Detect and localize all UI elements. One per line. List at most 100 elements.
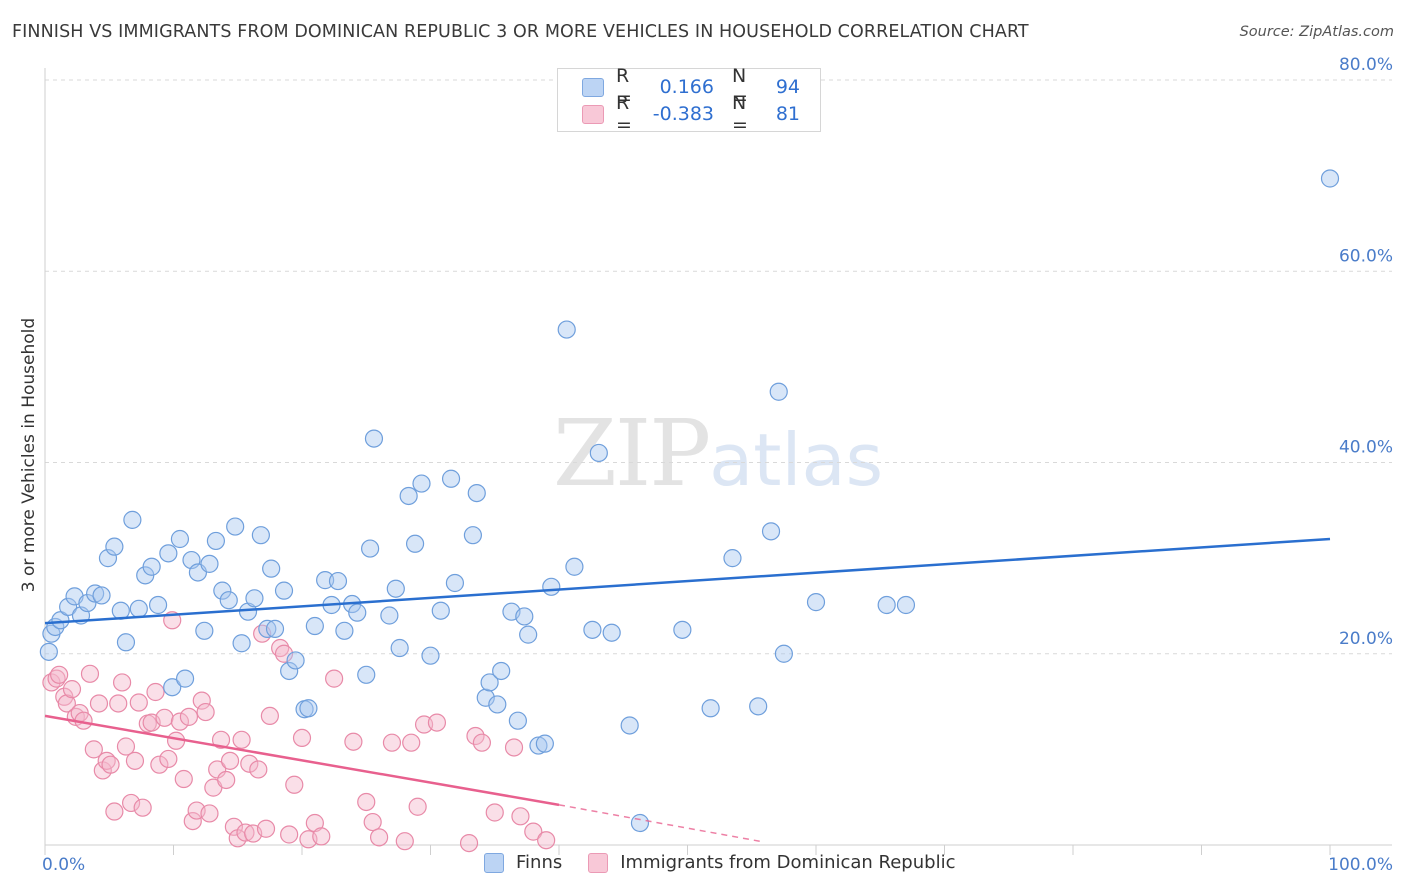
- data-point-dominican: [395, 832, 414, 851]
- data-point-finns: [262, 559, 281, 578]
- data-point-finns: [529, 736, 548, 755]
- data-point-finns: [412, 474, 431, 493]
- data-point-finns: [701, 699, 720, 718]
- legend-swatch-finns: [582, 77, 604, 97]
- data-point-dominican: [280, 825, 299, 844]
- data-point-finns: [492, 661, 511, 681]
- data-point-finns: [163, 678, 182, 697]
- data-point-finns: [213, 581, 232, 600]
- legend-item-dominican[interactable]: Immigrants from Dominican Republic: [588, 852, 955, 873]
- data-point-finns: [508, 711, 527, 730]
- data-point-dominican: [133, 798, 152, 817]
- data-point-dominican: [224, 817, 243, 836]
- data-point-dominican: [170, 712, 190, 731]
- data-point-finns: [589, 443, 608, 463]
- data-point-finns: [245, 589, 264, 608]
- data-point-dominican: [159, 749, 178, 769]
- data-point-finns: [265, 619, 285, 638]
- data-point-finns: [542, 577, 561, 596]
- data-point-dominican: [232, 730, 251, 749]
- legend-item-finns[interactable]: Finns: [484, 852, 562, 873]
- data-point-finns: [602, 623, 621, 642]
- data-point-finns: [877, 595, 896, 615]
- data-point-dominican: [208, 760, 227, 779]
- y-axis-label: 3 or more Vehicles in Household: [19, 318, 39, 592]
- data-point-finns: [361, 539, 380, 558]
- data-point-dominican: [459, 833, 479, 853]
- data-point-dominican: [325, 669, 344, 688]
- data-point-dominican: [146, 682, 165, 702]
- data-point-finns: [390, 638, 409, 658]
- data-point-finns: [123, 510, 142, 529]
- data-point-dominican: [155, 708, 174, 727]
- data-point-dominican: [109, 694, 128, 713]
- data-point-finns: [421, 646, 440, 665]
- data-point-finns: [159, 544, 178, 563]
- source-label: Source: ZipAtlas.com: [1239, 24, 1394, 40]
- legend-r-label: R =: [616, 65, 632, 109]
- data-point-finns: [445, 573, 465, 593]
- data-point-finns: [105, 537, 124, 556]
- data-point-dominican: [183, 811, 202, 831]
- data-point-finns: [380, 606, 399, 625]
- data-point-dominican: [240, 754, 259, 773]
- data-point-dominican: [62, 680, 82, 699]
- data-point-finns: [357, 665, 376, 684]
- data-point-finns: [1320, 169, 1340, 188]
- data-point-finns: [39, 642, 58, 661]
- data-point-dominican: [292, 728, 312, 748]
- data-point-finns: [463, 526, 483, 545]
- data-point-finns: [274, 581, 294, 600]
- data-point-finns: [195, 621, 214, 640]
- data-point-dominican: [101, 755, 120, 774]
- data-point-dominican: [285, 775, 304, 794]
- data-point-finns: [896, 595, 916, 615]
- legend-swatch-finns: [484, 852, 504, 873]
- data-point-dominican: [80, 664, 100, 683]
- data-point-dominican: [427, 713, 447, 732]
- data-point-dominican: [357, 792, 376, 812]
- data-point-dominican: [112, 673, 132, 692]
- data-point-finns: [316, 571, 335, 590]
- legend-row-dominican: R = -0.383 N = 81: [582, 92, 800, 136]
- data-point-finns: [78, 593, 97, 613]
- legend-r-value: 0.166: [659, 76, 714, 98]
- data-point-finns: [630, 813, 650, 833]
- data-point-dominican: [121, 793, 141, 813]
- data-point-finns: [328, 571, 348, 591]
- data-point-finns: [348, 603, 367, 622]
- data-point-dominican: [211, 730, 231, 749]
- data-point-dominican: [179, 707, 199, 726]
- legend-swatch-dominican: [582, 104, 604, 124]
- data-point-dominican: [260, 706, 279, 726]
- data-point-finns: [399, 486, 418, 506]
- data-point-finns: [480, 673, 499, 692]
- data-point-dominican: [402, 733, 421, 752]
- x-tick-label: 100.0%: [1328, 855, 1393, 875]
- data-point-finns: [557, 320, 576, 339]
- data-point-finns: [206, 531, 226, 551]
- data-point-finns: [258, 619, 277, 638]
- data-point-dominican: [150, 755, 169, 774]
- data-point-dominican: [472, 733, 491, 752]
- trend-line-finns: [44, 537, 1331, 625]
- data-point-finns: [476, 688, 495, 707]
- legend-label-dominican: Immigrants from Dominican Republic: [620, 852, 956, 873]
- y-tick-label: 40.0%: [1339, 438, 1393, 458]
- data-point-finns: [769, 382, 788, 401]
- data-point-finns: [251, 526, 270, 545]
- data-point-dominican: [129, 693, 148, 712]
- data-point-dominican: [236, 823, 255, 842]
- data-point-dominican: [84, 740, 103, 759]
- legend-r-value: -0.383: [652, 103, 714, 125]
- data-point-finns: [749, 697, 768, 716]
- data-point-dominican: [57, 694, 76, 713]
- data-point-finns: [565, 557, 584, 576]
- data-point-dominican: [105, 802, 124, 821]
- data-point-dominican: [408, 797, 427, 816]
- data-point-finns: [286, 651, 305, 670]
- y-tick-label: 80.0%: [1339, 55, 1393, 75]
- data-point-dominican: [363, 812, 382, 832]
- data-point-finns: [761, 522, 781, 541]
- data-point-finns: [620, 716, 639, 735]
